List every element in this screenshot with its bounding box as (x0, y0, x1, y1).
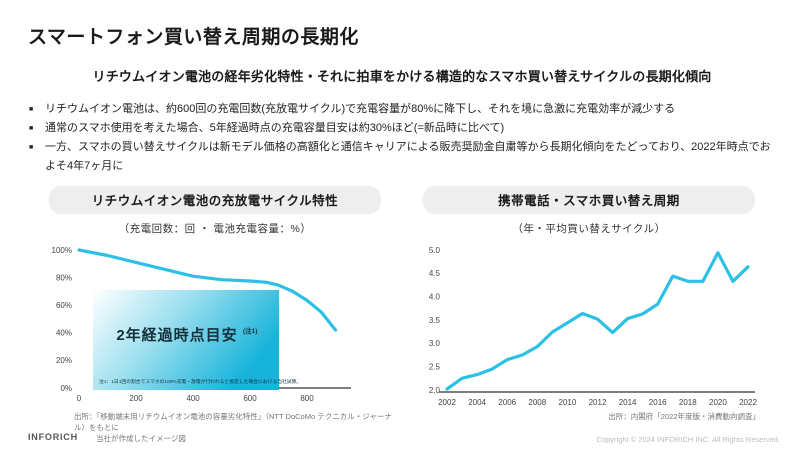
x-axis-tick: 0 (77, 394, 82, 403)
inforich-logo: INFORICH (28, 432, 78, 442)
copyright-text: Copyright © 2024 INFORICH INC. All Right… (596, 435, 780, 444)
y-axis-tick: 80% (56, 273, 72, 282)
battery-chart-panel: リチウムイオン電池の充放電サイクル特性 （充電回数：回 ・ 電池充電容量：%） … (28, 185, 402, 445)
charts-row: リチウムイオン電池の充放電サイクル特性 （充電回数：回 ・ 電池充電容量：%） … (28, 185, 776, 445)
source-line: 出所：「移動端末用リチウムイオン電池の容量劣化特性」（NTT DoCoMo テク… (74, 411, 392, 432)
y-axis-tick: 20% (56, 356, 72, 365)
bullet-item: 一方、スマホの買い替えサイクルは新モデル価格の高額化と通信キャリアによる販売奨励… (28, 138, 776, 176)
replacement-chart-series (445, 250, 750, 391)
x-axis-tick: 2018 (679, 398, 697, 407)
y-axis-tick: 2.5 (429, 362, 441, 371)
battery-cycle-chart: 0% 20% 40% 60% 80% 100% 0 200 400 600 800 2年経過時点目安… (28, 237, 402, 409)
x-axis-tick: 200 (129, 394, 143, 403)
x-axis-tick: 2020 (709, 398, 727, 407)
x-axis-tick: 2008 (528, 398, 546, 407)
y-axis-tick: 3.5 (429, 315, 441, 324)
replacement-chart-title-pill: 携帯電話・スマホ買い替え周期 (422, 185, 756, 214)
page-subtitle: リチウムイオン電池の経年劣化特性・それに拍車をかける構造的なスマホ買い替えサイク… (92, 69, 712, 84)
x-axis-tick: 2004 (468, 398, 486, 407)
x-axis-tick: 400 (186, 394, 200, 403)
bullet-item: リチウムイオン電池は、約600回の充電回数(充放電サイクル)で充電容量が80%に… (28, 100, 776, 119)
y-axis-tick: 100% (52, 245, 72, 254)
x-axis-tick: 2016 (649, 398, 667, 407)
battery-chart-source: 出所：「移動端末用リチウムイオン電池の容量劣化特性」（NTT DoCoMo テク… (28, 411, 402, 445)
y-axis-tick: 2.0 (429, 385, 441, 394)
x-axis-tick: 2006 (498, 398, 516, 407)
replacement-chart-axes: 2.0 2.5 3.0 3.5 4.0 4.5 5.0 2002 2004 2006 2008 201… (429, 245, 758, 406)
y-axis-tick: 3.0 (429, 339, 441, 348)
battery-chart-title-pill: リチウムイオン電池の充放電サイクル特性 (48, 185, 382, 214)
overlay-gradient-rect (93, 289, 279, 390)
battery-cycle-chart-svg: 0% 20% 40% 60% 80% 100% 0 200 400 600 800 2年経過時点目安… (52, 245, 351, 403)
overlay-label: 2年経過時点目安 (116, 326, 237, 344)
page-title: スマートフォン買い替え周期の長期化 (28, 27, 359, 48)
bullet-list: リチウムイオン電池は、約600回の充電回数(充放電サイクル)で充電容量が80%に… (28, 100, 776, 177)
x-axis-tick: 800 (300, 394, 314, 403)
y-axis-tick: 4.0 (429, 292, 441, 301)
x-axis-tick: 2012 (589, 398, 607, 407)
y-axis-tick: 40% (56, 328, 72, 337)
replacement-cycle-chart: 2.0 2.5 3.0 3.5 4.0 4.5 5.0 2002 2004 2006 2008 201… (402, 237, 776, 409)
overlay-note: 注1：1日1回の割合でスマホの100%充電・放電が行われると仮定した場合における… (99, 378, 301, 385)
x-axis-tick: 2014 (619, 398, 637, 407)
y-axis-tick: 5.0 (429, 245, 441, 254)
x-axis-tick: 2010 (559, 398, 577, 407)
x-axis-tick: 2002 (438, 398, 456, 407)
x-axis-tick: 2022 (739, 398, 757, 407)
overlay-superscript: (注1) (243, 326, 257, 335)
replacement-cycle-chart-svg: 2.0 2.5 3.0 3.5 4.0 4.5 5.0 2002 2004 2006 2008 201… (429, 245, 758, 406)
source-line: 当社が作成したイメージ図 (96, 434, 186, 443)
battery-chart-series (77, 247, 338, 332)
battery-chart-axis-caption: （充電回数：回 ・ 電池充電容量：%） (118, 222, 312, 235)
estimate-overlay-box: 2年経過時点目安 (注1) 注1：1日1回の割合でスマホの100%充電・放電が行… (93, 289, 301, 390)
replacement-chart-source: 出所：内閣府「2022年度版・消費動向調査」 (608, 411, 760, 421)
y-axis-tick: 60% (56, 301, 72, 310)
replacement-cycle-panel: 携帯電話・スマホ買い替え周期 （年・平均買い替えサイクル） 2.0 2.5 3.0 3… (402, 185, 776, 445)
y-axis-tick: 0% (60, 383, 72, 392)
data-line (77, 247, 338, 332)
x-axis-tick: 600 (243, 394, 257, 403)
y-axis-tick: 4.5 (429, 269, 441, 278)
bullet-item: 通常のスマホ使用を考えた場合、5年経過時点の充電容量目安は約30%ほど(=新品時… (28, 119, 776, 138)
replacement-chart-axis-caption: （年・平均買い替えサイクル） (512, 222, 666, 235)
data-line (445, 250, 750, 391)
